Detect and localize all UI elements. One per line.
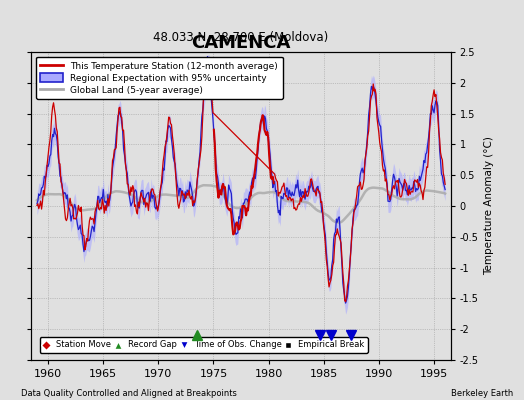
Text: Data Quality Controlled and Aligned at Breakpoints: Data Quality Controlled and Aligned at B…: [21, 389, 237, 398]
Legend: Station Move, Record Gap, Time of Obs. Change, Empirical Break: Station Move, Record Gap, Time of Obs. C…: [40, 337, 368, 353]
Text: 48.033 N, 28.700 E (Moldova): 48.033 N, 28.700 E (Moldova): [154, 31, 329, 44]
Y-axis label: Temperature Anomaly (°C): Temperature Anomaly (°C): [484, 136, 494, 276]
Title: CAMENCA: CAMENCA: [191, 34, 291, 52]
Text: Berkeley Earth: Berkeley Earth: [451, 389, 514, 398]
